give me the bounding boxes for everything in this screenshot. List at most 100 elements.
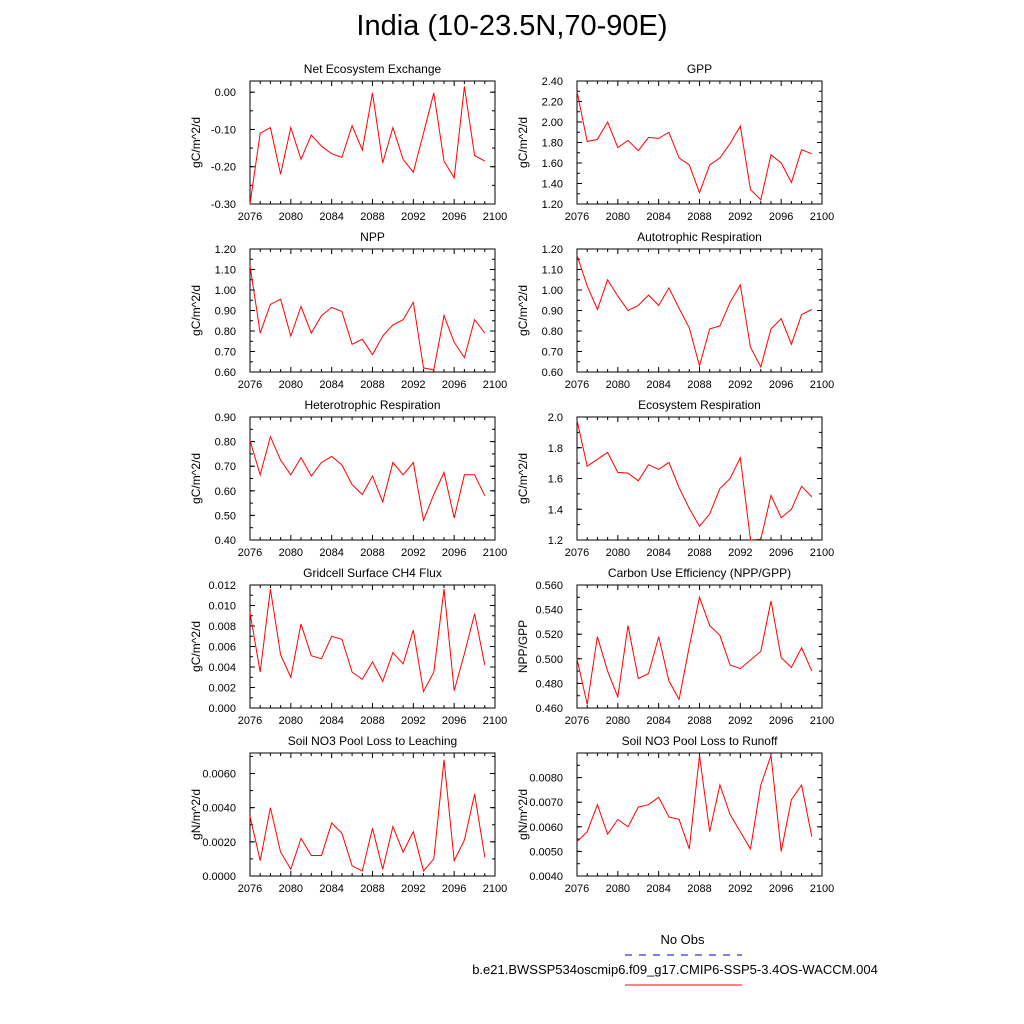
y-tick-label: 0.008 xyxy=(208,621,236,633)
y-axis-label: gN/m^2/d xyxy=(516,789,530,840)
y-tick-label: 0.006 xyxy=(208,642,236,654)
x-tick-label: 2088 xyxy=(687,547,711,559)
x-tick-label: 2100 xyxy=(483,883,507,895)
x-tick-label: 2096 xyxy=(442,883,466,895)
y-tick-label: 0.90 xyxy=(542,306,563,318)
panel-title: GPP xyxy=(687,62,712,76)
y-tick-label: 2.00 xyxy=(542,117,563,129)
y-tick-label: 1.10 xyxy=(215,265,236,277)
x-tick-label: 2096 xyxy=(769,211,793,223)
y-tick-label: 0.004 xyxy=(208,662,236,674)
y-tick-label: 2.20 xyxy=(542,97,563,109)
y-axis-label: gC/m^2/d xyxy=(189,453,203,504)
y-tick-label: 0.80 xyxy=(215,437,236,449)
plot-frame xyxy=(249,584,496,709)
chart-panel: Gridcell Surface CH4 Flux gC/m^2/d 2076 208… xyxy=(189,566,507,727)
x-tick-label: 2084 xyxy=(646,211,670,223)
x-tick-label: 2088 xyxy=(687,715,711,727)
x-tick-label: 2076 xyxy=(565,883,589,895)
series-line xyxy=(576,595,813,705)
y-tick-label: 0.90 xyxy=(215,412,236,424)
y-tick-label: 1.8 xyxy=(548,443,563,455)
panel-title: NPP xyxy=(360,230,385,244)
series-line xyxy=(576,755,813,852)
x-tick-label: 2088 xyxy=(687,379,711,391)
x-tick-label: 2084 xyxy=(646,379,670,391)
x-tick-label: 2084 xyxy=(319,211,343,223)
chart-panel: Net Ecosystem Exchange gC/m^2/d 2076 2080 20… xyxy=(189,62,507,223)
x-tick-label: 2084 xyxy=(646,883,670,895)
y-tick-label: 0.002 xyxy=(208,683,236,695)
x-tick-label: 2092 xyxy=(728,211,752,223)
x-tick-label: 2096 xyxy=(769,883,793,895)
x-tick-label: 2080 xyxy=(606,715,630,727)
x-tick-label: 2096 xyxy=(442,211,466,223)
x-tick-label: 2100 xyxy=(810,715,834,727)
y-tick-label: 0.0060 xyxy=(529,822,563,834)
y-tick-label: 2.0 xyxy=(548,412,563,424)
series-line xyxy=(249,759,486,872)
y-tick-label: 0.90 xyxy=(215,306,236,318)
x-tick-label: 2100 xyxy=(810,379,834,391)
y-tick-label: 1.20 xyxy=(542,244,563,256)
y-tick-label: 0.480 xyxy=(535,678,563,690)
y-tick-label: 0.70 xyxy=(542,347,563,359)
series-line xyxy=(249,435,486,523)
y-tick-label: 1.80 xyxy=(542,138,563,150)
panel-title: Soil NO3 Pool Loss to Leaching xyxy=(288,734,457,748)
x-tick-label: 2088 xyxy=(360,211,384,223)
x-tick-label: 2076 xyxy=(565,715,589,727)
x-tick-label: 2096 xyxy=(442,547,466,559)
y-tick-label: 0.0070 xyxy=(529,797,563,809)
x-tick-label: 2096 xyxy=(442,715,466,727)
panel-title: Gridcell Surface CH4 Flux xyxy=(303,566,442,580)
y-axis-label: gC/m^2/d xyxy=(189,117,203,168)
y-axis-label: gC/m^2/d xyxy=(189,621,203,672)
x-tick-label: 2076 xyxy=(238,379,262,391)
x-tick-label: 2092 xyxy=(401,379,425,391)
x-tick-label: 2096 xyxy=(442,379,466,391)
y-tick-label: 0.60 xyxy=(542,367,563,379)
x-tick-label: 2088 xyxy=(360,379,384,391)
y-tick-label: 1.2 xyxy=(548,535,563,547)
y-tick-label: 0.000 xyxy=(208,703,236,715)
y-tick-label: 1.60 xyxy=(542,158,563,170)
panel-title: Heterotrophic Respiration xyxy=(304,398,440,412)
x-tick-label: 2100 xyxy=(483,211,507,223)
plot-frame xyxy=(576,248,823,373)
x-tick-label: 2080 xyxy=(606,211,630,223)
series-line xyxy=(576,91,812,201)
y-axis-label: NPP/GPP xyxy=(516,620,530,673)
y-tick-label: 1.20 xyxy=(542,199,563,211)
x-tick-label: 2080 xyxy=(279,715,303,727)
panel-title: Carbon Use Efficiency (NPP/GPP) xyxy=(608,566,791,580)
x-tick-label: 2092 xyxy=(728,379,752,391)
x-tick-label: 2084 xyxy=(646,547,670,559)
y-axis-label: gC/m^2/d xyxy=(516,117,530,168)
chart-panel: Soil NO3 Pool Loss to Leaching gN/m^2/d 20… xyxy=(189,734,507,895)
y-tick-label: 0.0080 xyxy=(529,773,563,785)
plot-frame xyxy=(249,248,496,373)
y-tick-label: -0.30 xyxy=(211,199,236,211)
y-tick-label: 0.00 xyxy=(215,87,236,99)
series-line xyxy=(576,419,813,541)
y-tick-label: 0.012 xyxy=(208,580,236,592)
y-axis-label: gN/m^2/d xyxy=(189,789,203,840)
x-tick-label: 2076 xyxy=(238,547,262,559)
legend-case-label: b.e21.BWSSP534oscmip6.f09_g17.CMIP6-SSP5… xyxy=(472,962,878,977)
x-tick-label: 2080 xyxy=(606,547,630,559)
y-tick-label: 0.010 xyxy=(208,601,236,613)
plot-frame xyxy=(576,80,823,205)
y-tick-label: -0.10 xyxy=(211,124,236,136)
y-tick-label: 0.70 xyxy=(215,347,236,359)
x-tick-label: 2092 xyxy=(401,883,425,895)
x-tick-label: 2080 xyxy=(279,883,303,895)
x-tick-label: 2080 xyxy=(606,883,630,895)
y-tick-label: 1.10 xyxy=(542,265,563,277)
x-tick-label: 2076 xyxy=(238,715,262,727)
chart-panel: Soil NO3 Pool Loss to Runoff gN/m^2/d 2076… xyxy=(516,734,834,895)
y-tick-label: 0.520 xyxy=(535,629,563,641)
y-axis-label: gC/m^2/d xyxy=(516,453,530,504)
panel-title: Net Ecosystem Exchange xyxy=(304,62,442,76)
